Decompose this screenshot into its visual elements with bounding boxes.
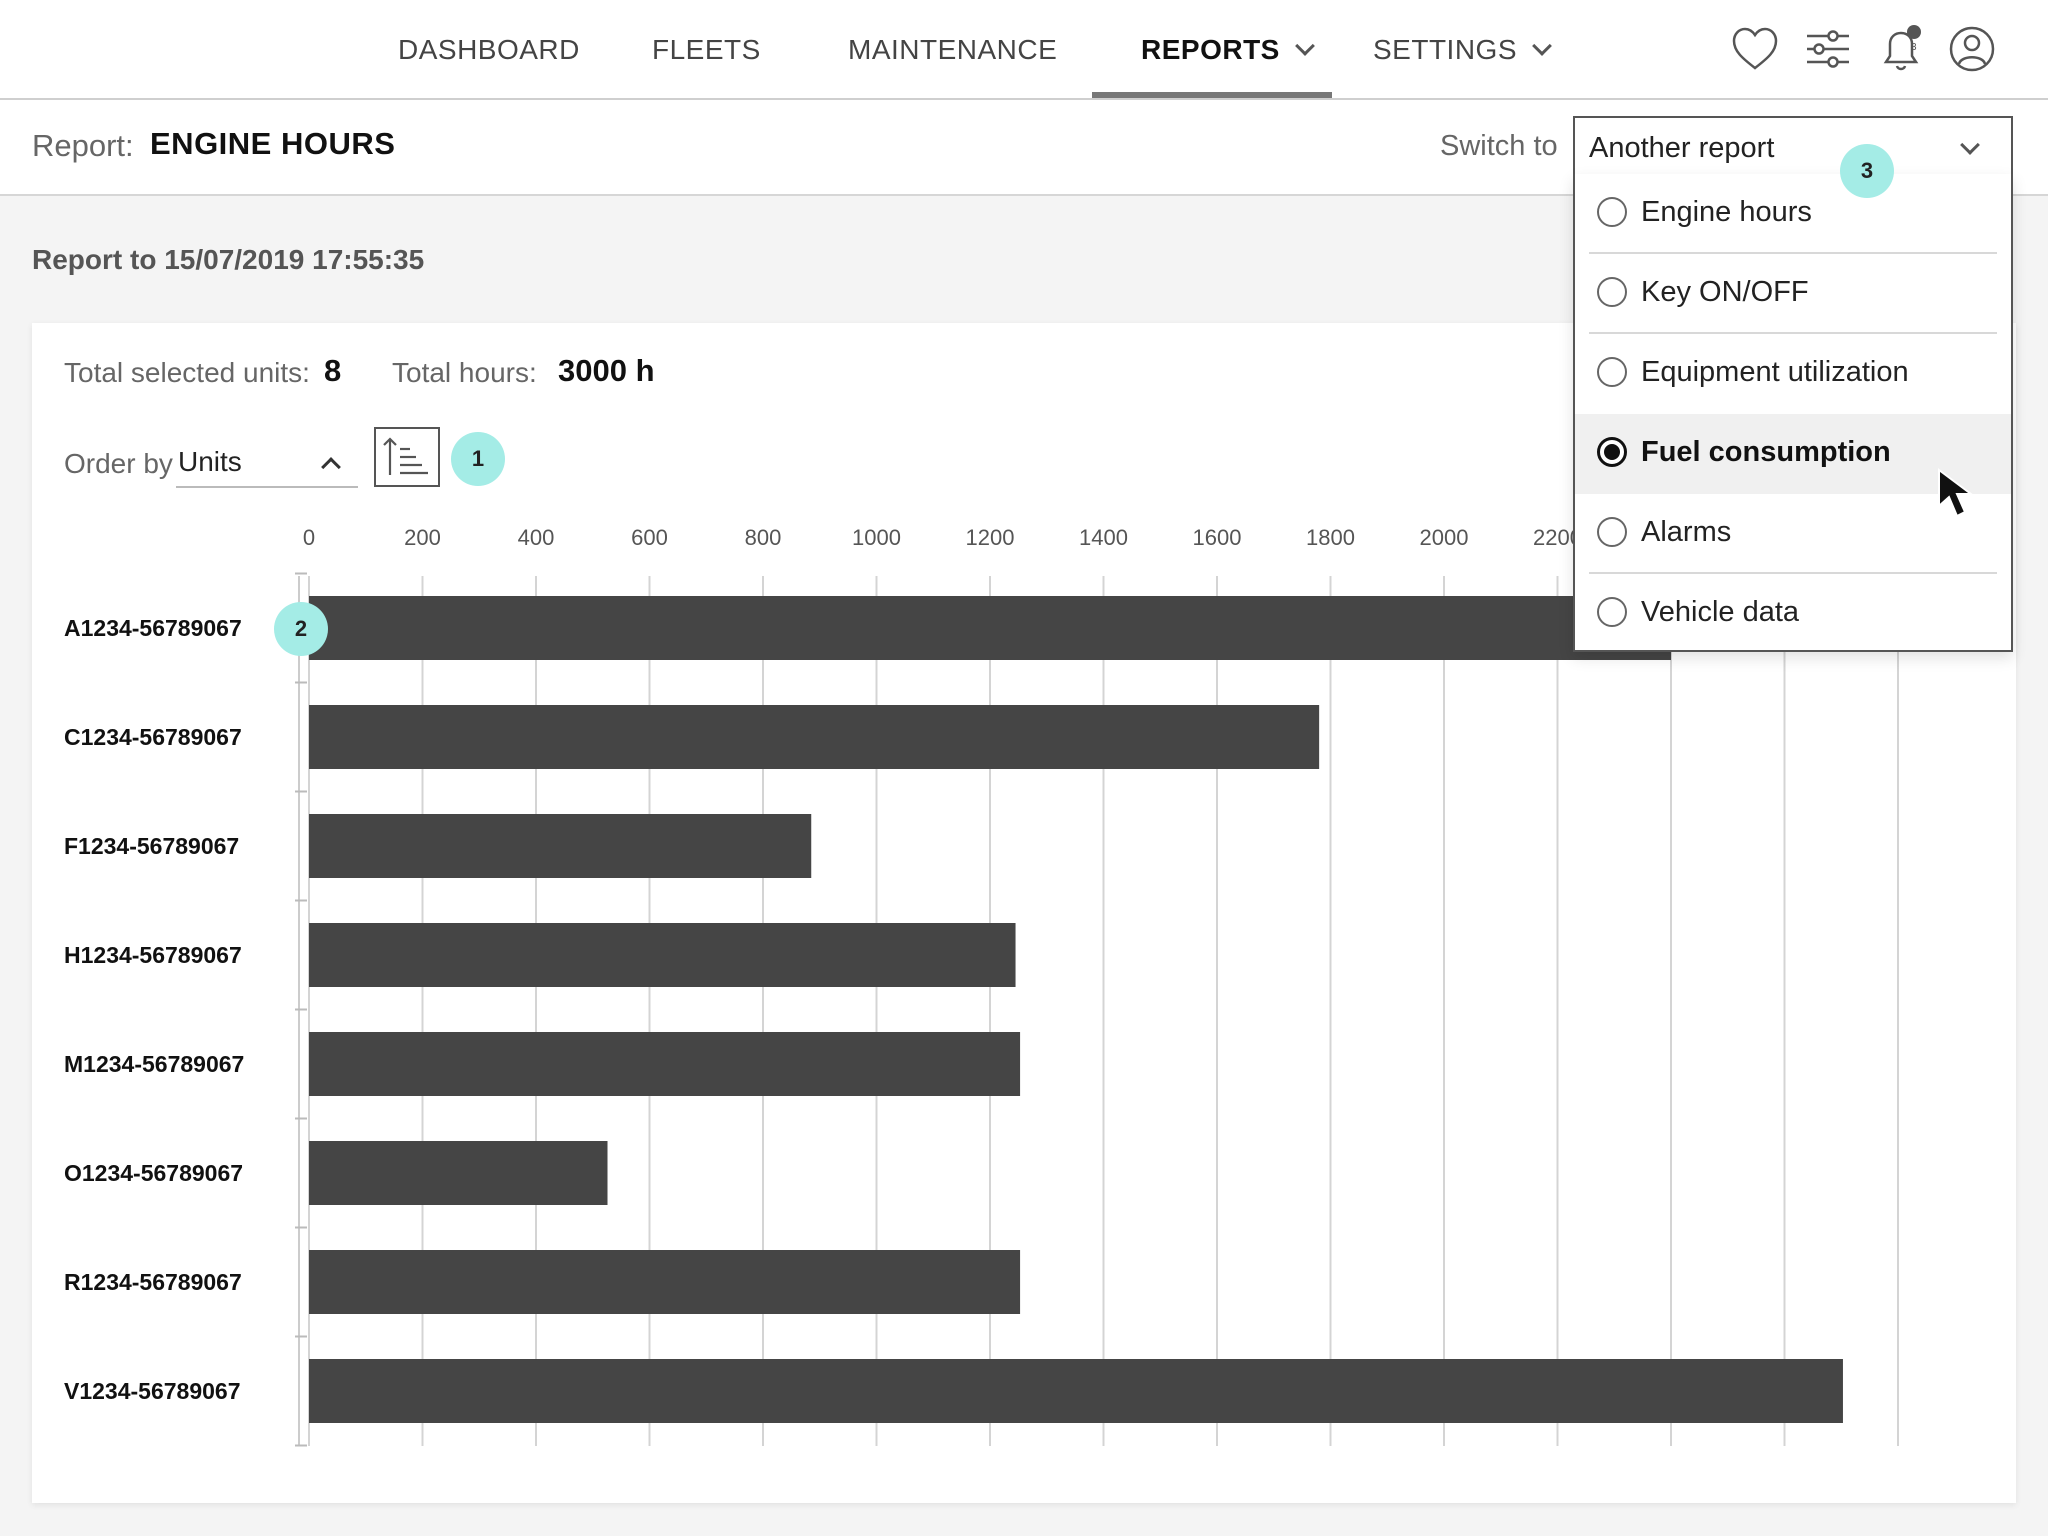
- divider: [1589, 332, 1997, 334]
- x-tick-label: 200: [404, 525, 441, 550]
- report-title: ENGINE HOURS: [150, 126, 396, 161]
- bell-icon[interactable]: 3: [1876, 24, 1926, 74]
- switch-to-label: Switch to: [1440, 130, 1558, 162]
- notification-count: 3: [1911, 42, 1917, 53]
- category-label: A1234-56789067: [64, 615, 242, 641]
- x-tick-label: 800: [745, 525, 782, 550]
- total-units-label: Total selected units:: [64, 357, 310, 388]
- report-label: Report:: [32, 128, 134, 163]
- chevron-down-icon: [1960, 135, 1980, 155]
- nav-reports[interactable]: REPORTS: [1141, 0, 1315, 98]
- nav-maintenance[interactable]: MAINTENANCE: [848, 34, 1058, 65]
- bar-A1234-56789067: [309, 596, 1671, 660]
- category-label: M1234-56789067: [64, 1051, 244, 1077]
- radio-button[interactable]: [1597, 277, 1627, 307]
- option-label: Alarms: [1641, 516, 1732, 548]
- chevron-down-icon: [1532, 36, 1552, 56]
- radio-button[interactable]: [1597, 597, 1627, 627]
- category-label: R1234-56789067: [64, 1269, 242, 1295]
- annotation-badge-3: 3: [1840, 144, 1894, 198]
- option-label: Engine hours: [1641, 196, 1812, 228]
- radio-button[interactable]: [1597, 357, 1627, 387]
- bar-M1234-56789067: [309, 1032, 1021, 1096]
- bar-V1234-56789067: [309, 1359, 1843, 1423]
- option-label: Vehicle data: [1641, 596, 1800, 628]
- user-icon[interactable]: [1947, 24, 1997, 74]
- annotation-badge-1: 1: [451, 432, 505, 486]
- x-tick-label: 1000: [852, 525, 901, 550]
- nav-reports-label: REPORTS: [1141, 34, 1280, 65]
- total-units-value: 8: [324, 353, 342, 388]
- top-navigation: DASHBOARD FLEETS MAINTENANCE REPORTS SET…: [0, 0, 2048, 100]
- radio-button[interactable]: [1597, 517, 1627, 547]
- option-label: Equipment utilization: [1641, 356, 1909, 388]
- divider: [1589, 252, 1997, 254]
- report-switch-select[interactable]: Another report: [1573, 116, 2013, 176]
- report-options-dropdown: Engine hours Key ON/OFF Equipment utiliz…: [1573, 174, 2013, 652]
- sort-order-button[interactable]: [374, 427, 440, 487]
- option-label: Key ON/OFF: [1641, 276, 1809, 308]
- report-option-alarms[interactable]: Alarms: [1575, 494, 2011, 574]
- bar-R1234-56789067: [309, 1250, 1021, 1314]
- category-label: F1234-56789067: [64, 833, 239, 859]
- engine-hours-chart: 0 200 400 600 800 1000 1200 1400 1600 1800 2000 220…: [64, 525, 1899, 1447]
- bar-H1234-56789067: [309, 923, 1016, 987]
- nav-settings[interactable]: SETTINGS: [1373, 0, 1552, 98]
- sort-ascending-icon: [383, 437, 428, 475]
- report-option-key-on-off[interactable]: Key ON/OFF: [1575, 254, 2011, 334]
- bar-O1234-56789067: [309, 1141, 608, 1205]
- annotation-badge-2: 2: [274, 602, 328, 656]
- radio-button[interactable]: [1597, 197, 1627, 227]
- option-label: Fuel consumption: [1641, 436, 1891, 468]
- order-by-select[interactable]: Units: [176, 440, 358, 488]
- total-hours-value: 3000 h: [558, 353, 655, 388]
- report-option-vehicle-data[interactable]: Vehicle data: [1575, 574, 2011, 654]
- report-option-engine-hours[interactable]: Engine hours: [1575, 174, 2011, 254]
- category-label: V1234-56789067: [64, 1378, 241, 1404]
- active-tab-indicator: [1092, 92, 1332, 98]
- mouse-pointer-icon: [1938, 468, 1974, 518]
- category-label: O1234-56789067: [64, 1160, 243, 1186]
- category-label: H1234-56789067: [64, 942, 242, 968]
- radio-button-selected[interactable]: [1597, 437, 1627, 467]
- total-hours-label: Total hours:: [392, 357, 537, 388]
- heart-icon[interactable]: [1730, 24, 1780, 74]
- sliders-icon[interactable]: [1803, 24, 1853, 74]
- divider: [1589, 572, 1997, 574]
- nav-dashboard[interactable]: DASHBOARD: [398, 34, 580, 65]
- x-tick-label: 1200: [966, 525, 1015, 550]
- x-tick-label: 1600: [1193, 525, 1242, 550]
- x-tick-label: 1400: [1079, 525, 1128, 550]
- x-tick-label: 600: [631, 525, 668, 550]
- chevron-up-icon: [321, 457, 341, 477]
- nav-fleets[interactable]: FLEETS: [652, 34, 761, 65]
- report-date: Report to 15/07/2019 17:55:35: [32, 244, 425, 275]
- bar-F1234-56789067: [309, 814, 812, 878]
- report-switch-value: Another report: [1589, 132, 1775, 164]
- chevron-down-icon: [1294, 36, 1315, 56]
- order-by-value: Units: [178, 446, 242, 477]
- x-tick-label: 400: [518, 525, 555, 550]
- nav-settings-label: SETTINGS: [1373, 34, 1518, 65]
- order-by-label: Order by: [64, 448, 173, 479]
- bar-C1234-56789067: [309, 705, 1320, 769]
- x-tick-label: 1800: [1306, 525, 1355, 550]
- x-tick-label: 0: [303, 525, 315, 550]
- category-label: C1234-56789067: [64, 724, 242, 750]
- report-option-equipment-utilization[interactable]: Equipment utilization: [1575, 334, 2011, 414]
- x-tick-label: 2000: [1420, 525, 1469, 550]
